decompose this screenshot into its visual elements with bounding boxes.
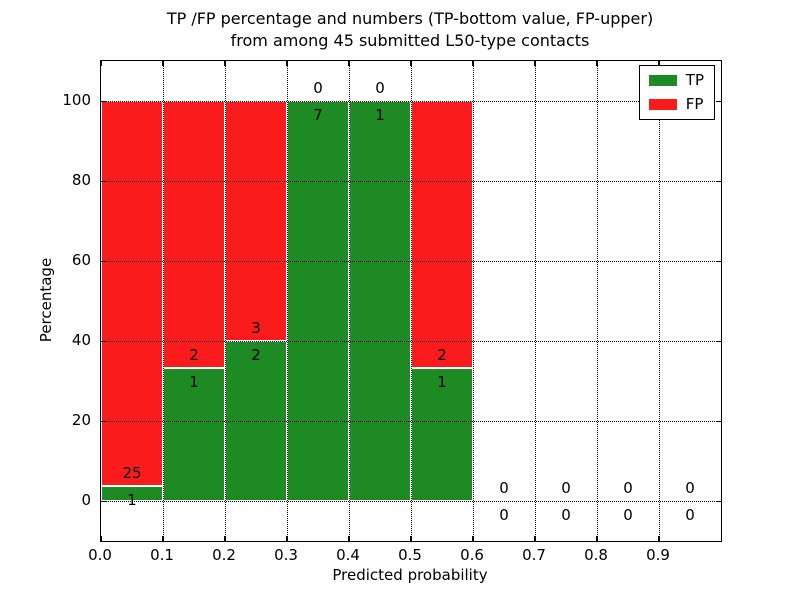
- bar-tp: [163, 367, 225, 501]
- x-tick-label: 0.7: [522, 546, 546, 564]
- x-tick-top: [534, 61, 536, 66]
- legend-label-fp: FP: [685, 95, 704, 113]
- fp-count-label: 0: [499, 479, 509, 497]
- bar-fp: [101, 101, 163, 486]
- x-gridline: [286, 61, 288, 541]
- y-tick-left: [101, 420, 106, 422]
- x-tick-label: 0.0: [88, 546, 112, 564]
- x-gridline: [472, 61, 474, 541]
- tp-count-label: 2: [251, 346, 261, 364]
- chart-title-line2: from among 45 submitted L50-type contact…: [230, 31, 590, 50]
- fp-count-label: 25: [122, 463, 142, 482]
- x-tick-top: [596, 61, 598, 66]
- x-tick-bottom: [596, 536, 598, 541]
- y-tick-right: [716, 260, 721, 262]
- fp-count-label: 0: [623, 479, 633, 497]
- bar-tp: [349, 101, 411, 501]
- tp-count-label: 1: [375, 106, 385, 124]
- y-tick-label: 80: [71, 171, 91, 189]
- x-tick-bottom: [658, 536, 660, 541]
- legend: TP FP: [638, 65, 715, 120]
- y-tick-left: [101, 100, 106, 102]
- bar-fp: [163, 101, 225, 368]
- x-gridline: [224, 61, 226, 541]
- bar-fp: [225, 101, 287, 341]
- fp-count-label: 0: [561, 479, 571, 497]
- y-tick-label: 100: [62, 91, 91, 109]
- x-gridline: [534, 61, 536, 541]
- bar-fp: [411, 101, 473, 368]
- chart-title-line1: TP /FP percentage and numbers (TP-bottom…: [166, 9, 654, 28]
- x-tick-bottom: [162, 536, 164, 541]
- x-tick-bottom: [534, 536, 536, 541]
- x-gridline: [410, 61, 412, 541]
- fp-count-label: 3: [251, 319, 261, 337]
- legend-label-tp: TP: [685, 71, 704, 89]
- x-axis-label: Predicted probability: [332, 566, 488, 584]
- x-tick-bottom: [348, 536, 350, 541]
- tp-count-label: 1: [127, 490, 137, 509]
- legend-swatch-fp-icon: [648, 99, 677, 110]
- tp-count-label: 0: [623, 506, 633, 524]
- x-tick-label: 0.9: [646, 546, 670, 564]
- y-tick-right: [716, 340, 721, 342]
- x-tick-label: 0.4: [336, 546, 360, 564]
- fp-count-label: 0: [685, 479, 695, 497]
- y-tick-left: [101, 340, 106, 342]
- y-tick-right: [716, 100, 721, 102]
- y-tick-label: 40: [71, 331, 91, 349]
- x-tick-label: 0.2: [212, 546, 236, 564]
- y-tick-right: [716, 500, 721, 502]
- y-tick-label: 60: [71, 251, 91, 269]
- tp-count-label: 1: [437, 372, 447, 391]
- tp-count-label: 0: [561, 506, 571, 524]
- y-tick-left: [101, 180, 106, 182]
- x-tick-label: 0.3: [274, 546, 298, 564]
- tp-count-label: 0: [685, 506, 695, 524]
- legend-swatch-tp-icon: [648, 75, 677, 86]
- tp-count-label: 1: [189, 372, 199, 391]
- x-tick-bottom: [286, 536, 288, 541]
- y-tick-right: [716, 180, 721, 182]
- x-tick-label: 0.5: [398, 546, 422, 564]
- x-tick-top: [410, 61, 412, 66]
- chart-title: TP /FP percentage and numbers (TP-bottom…: [100, 8, 720, 52]
- x-gridline: [596, 61, 598, 541]
- x-tick-bottom: [410, 536, 412, 541]
- x-tick-top: [286, 61, 288, 66]
- fp-count-label: 0: [375, 79, 385, 97]
- fp-count-label: 2: [437, 345, 447, 364]
- y-tick-right: [716, 420, 721, 422]
- legend-entry-fp: FP: [648, 95, 704, 113]
- fp-count-label: 0: [313, 79, 323, 97]
- x-tick-bottom: [472, 536, 474, 541]
- tp-count-label: 0: [499, 506, 509, 524]
- x-tick-top: [162, 61, 164, 66]
- x-tick-label: 0.6: [460, 546, 484, 564]
- x-tick-top: [658, 61, 660, 66]
- y-tick-left: [101, 500, 106, 502]
- legend-entry-tp: TP: [648, 71, 704, 89]
- x-tick-label: 0.8: [584, 546, 608, 564]
- x-tick-bottom: [224, 536, 226, 541]
- y-tick-label: 0: [81, 491, 91, 509]
- bar-tp: [287, 101, 349, 501]
- x-gridline: [348, 61, 350, 541]
- x-tick-bottom: [100, 536, 102, 541]
- x-gridline: [658, 61, 660, 541]
- x-tick-top: [472, 61, 474, 66]
- tp-count-label: 7: [313, 106, 323, 124]
- y-tick-left: [101, 260, 106, 262]
- fp-count-label: 2: [189, 345, 199, 364]
- x-tick-top: [224, 61, 226, 66]
- x-tick-label: 0.1: [150, 546, 174, 564]
- x-gridline: [162, 61, 164, 541]
- x-tick-top: [100, 61, 102, 66]
- plot-area: TP FP 25 1 2 1 3 2 0 7 0 1 2 1 0 0 0 0 0 0 0 0: [100, 60, 722, 542]
- x-tick-top: [348, 61, 350, 66]
- y-tick-label: 20: [71, 411, 91, 429]
